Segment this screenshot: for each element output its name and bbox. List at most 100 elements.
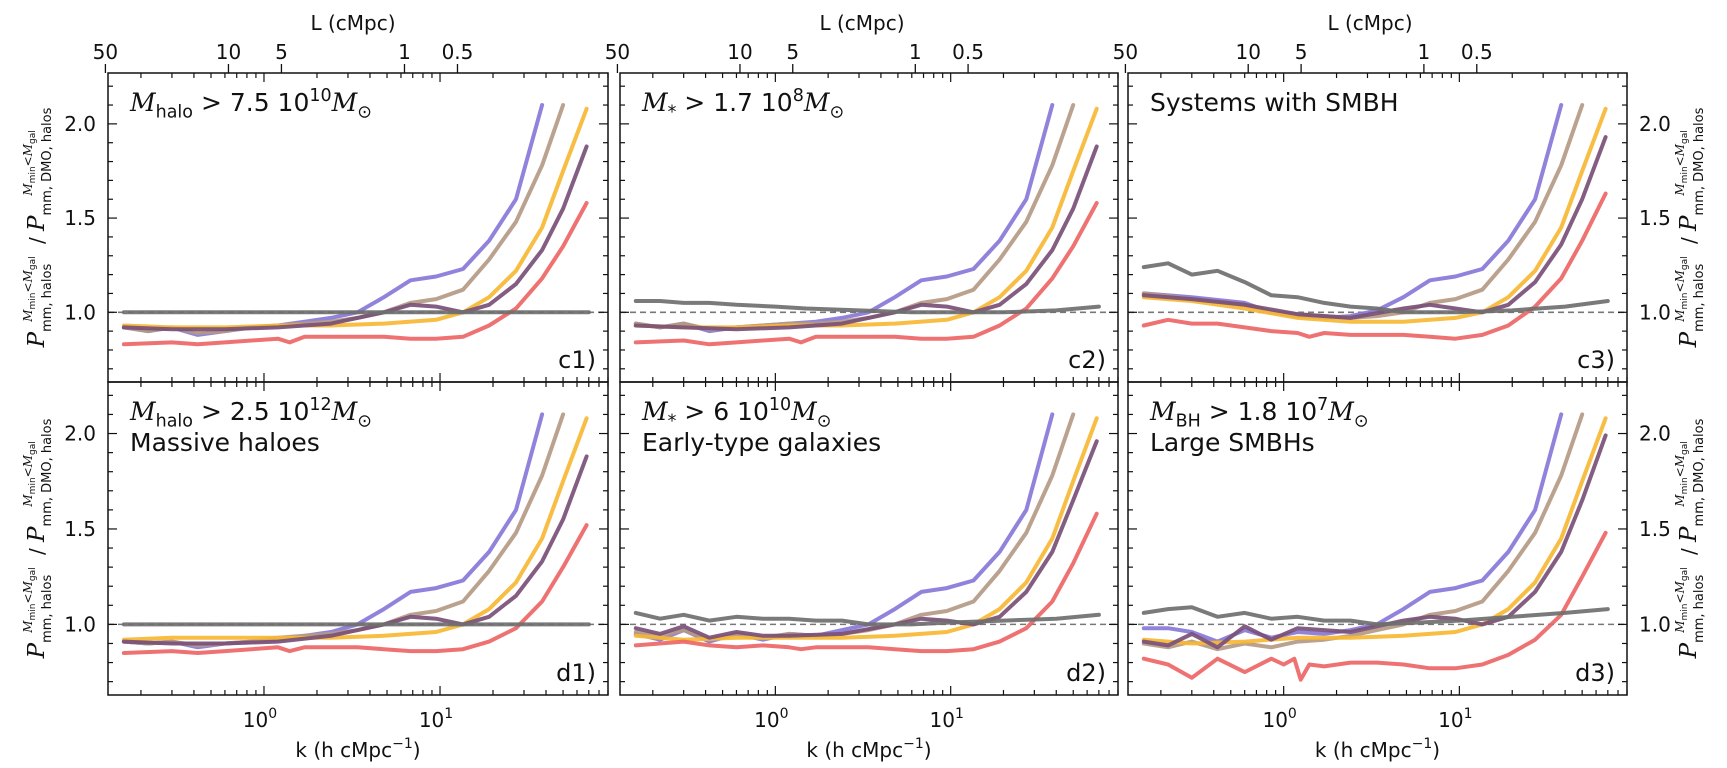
y-tick-label: 1.0 bbox=[64, 300, 96, 324]
panel-frame bbox=[619, 381, 1119, 696]
x-tick-label: 100 bbox=[754, 706, 788, 732]
series-line-2 bbox=[1141, 106, 1608, 324]
L-tick-label: 0.5 bbox=[952, 40, 984, 64]
panel-subtitle: Early-type galaxies bbox=[642, 428, 881, 457]
y-tick-label-right: 1.5 bbox=[1639, 206, 1671, 230]
L-tick-label: 1 bbox=[1418, 40, 1431, 64]
y-axis-label-text: Pmm, halosMmin<Mgal / Pmm, DMO, halosMmi… bbox=[1673, 107, 1707, 348]
series-group bbox=[633, 412, 1101, 654]
series-line-1 bbox=[1141, 412, 1585, 652]
top-axis-label: L (cMpc) bbox=[1327, 11, 1412, 35]
y-axis-label-text: Pmm, halosMmin<Mgal / Pmm, DMO, halosMmi… bbox=[21, 418, 55, 659]
series-line-3 bbox=[633, 439, 1099, 640]
top-axis-label: L (cMpc) bbox=[819, 11, 904, 35]
y-axis-label-text: Pmm, halosMmin<Mgal / Pmm, DMO, halosMmi… bbox=[21, 107, 55, 348]
series-line-3 bbox=[1141, 135, 1608, 320]
series-group bbox=[1141, 103, 1610, 341]
panel-c1: 1.0 1.5 2.0 50 10 5 1 0.5 Mhalo > 7.5 1010M⊙ c1) bbox=[64, 40, 609, 383]
series-line-3 bbox=[121, 144, 589, 332]
series-line-2 bbox=[121, 416, 589, 642]
L-tick-label: 50 bbox=[605, 40, 630, 64]
y-tick-label: 2.0 bbox=[64, 422, 96, 446]
L-tick-label: 0.5 bbox=[1461, 40, 1493, 64]
y-tick-label: 1.0 bbox=[64, 612, 96, 636]
panel-label: d3) bbox=[1575, 659, 1615, 687]
top-axis-label: L (cMpc) bbox=[310, 11, 395, 35]
panel-title: MBH > 1.8 107M⊙ bbox=[1149, 395, 1369, 431]
panel-title: M* > 6 1010M⊙ bbox=[641, 395, 831, 431]
panel-frame bbox=[1127, 381, 1628, 696]
y-tick-label-right: 1.0 bbox=[1639, 612, 1671, 636]
series-line-4 bbox=[633, 511, 1099, 654]
series-line-0 bbox=[1141, 103, 1564, 320]
L-tick-label: 10 bbox=[1235, 40, 1260, 64]
panel-label: c2) bbox=[1068, 346, 1106, 374]
x-tick-label: 100 bbox=[243, 706, 277, 732]
L-tick-label: 1 bbox=[909, 40, 922, 64]
y-tick-label-right: 1.0 bbox=[1639, 300, 1671, 324]
y-tick-label-right: 1.5 bbox=[1639, 517, 1671, 541]
panel-label: d1) bbox=[556, 659, 596, 687]
series-line-3 bbox=[1141, 433, 1608, 650]
panel-title: Systems with SMBH bbox=[1150, 88, 1399, 117]
y-tick-label: 2.0 bbox=[64, 112, 96, 136]
series-line-1 bbox=[1141, 103, 1585, 320]
series-line-5 bbox=[633, 610, 1101, 627]
y-axis-label: Pmm, halosMmin<Mgal / Pmm, DMO, halosMmi… bbox=[1673, 107, 1707, 348]
series-group bbox=[1141, 412, 1610, 682]
series-line-0 bbox=[633, 103, 1055, 334]
series-line-5 bbox=[1141, 605, 1610, 627]
series-line-4 bbox=[633, 201, 1099, 347]
panel-subtitle: Massive haloes bbox=[130, 428, 320, 457]
series-line-5 bbox=[633, 299, 1101, 315]
panel-d2: 100 101 M* > 6 1010M⊙Early-type galaxies d2… bbox=[619, 381, 1119, 732]
y-tick-label: 1.5 bbox=[64, 206, 96, 230]
panel-title: Mhalo > 2.5 1012M⊙ bbox=[129, 395, 372, 431]
series-line-3 bbox=[121, 454, 589, 646]
panel-frame bbox=[107, 381, 609, 696]
series-line-3 bbox=[633, 144, 1099, 332]
y-axis-label: Pmm, halosMmin<Mgal / Pmm, DMO, halosMmi… bbox=[21, 107, 55, 348]
L-tick-label: 50 bbox=[1113, 40, 1138, 64]
L-tick-label: 5 bbox=[275, 40, 288, 64]
x-tick-label: 101 bbox=[419, 706, 453, 732]
series-group bbox=[121, 103, 591, 347]
panels: 1.0 1.5 2.0 50 10 5 1 0.5 Mhalo > 7.5 1010M⊙ c1) 5… bbox=[64, 40, 1671, 732]
series-line-4 bbox=[121, 523, 589, 655]
y-axis-label: Pmm, halosMmin<Mgal / Pmm, DMO, halosMmi… bbox=[21, 418, 55, 659]
panel-label: d2) bbox=[1066, 659, 1106, 687]
series-line-0 bbox=[121, 103, 545, 337]
panel-d1: 1.0 1.5 2.0 100 101 Mhalo > 2.5 1012M⊙Massive… bbox=[64, 381, 609, 732]
L-tick-label: 10 bbox=[216, 40, 241, 64]
x-tick-label: 101 bbox=[930, 706, 964, 732]
bottom-axis-label: k (h cMpc−1) bbox=[1315, 736, 1440, 762]
L-tick-label: 10 bbox=[727, 40, 752, 64]
panel-d3: 1.0 1.5 2.0 100 101 MBH > 1.8 107M⊙Large SMBH… bbox=[1127, 381, 1671, 732]
panel-subtitle: Large SMBHs bbox=[1150, 428, 1315, 457]
x-tick-label: 101 bbox=[1438, 706, 1472, 732]
y-tick-label-right: 2.0 bbox=[1639, 112, 1671, 136]
y-tick-label: 1.5 bbox=[64, 517, 96, 541]
series-line-4 bbox=[121, 201, 589, 347]
series-line-5 bbox=[1141, 261, 1610, 315]
panel-title: Mhalo > 7.5 1010M⊙ bbox=[129, 86, 372, 122]
L-tick-label: 5 bbox=[1295, 40, 1308, 64]
x-tick-label: 100 bbox=[1262, 706, 1296, 732]
L-tick-label: 0.5 bbox=[442, 40, 474, 64]
panel-c2: 50 10 5 1 0.5 M* > 1.7 108M⊙ c2) bbox=[605, 40, 1119, 383]
series-line-2 bbox=[633, 416, 1099, 642]
L-tick-label: 1 bbox=[398, 40, 411, 64]
bottom-axis-labels: k (h cMpc−1) k (h cMpc−1) k (h cMpc−1) bbox=[295, 736, 1440, 762]
y-axis-labels: Pmm, halosMmin<Mgal / Pmm, DMO, halosMmi… bbox=[21, 107, 1707, 659]
series-group bbox=[121, 412, 591, 655]
panel-label: c3) bbox=[1577, 346, 1615, 374]
series-line-4 bbox=[1141, 530, 1608, 682]
y-axis-label: Pmm, halosMmin<Mgal / Pmm, DMO, halosMmi… bbox=[1673, 418, 1707, 659]
L-tick-label: 50 bbox=[93, 40, 118, 64]
panel-c3: 1.0 1.5 2.0 50 10 5 1 0.5 Systems with SMBH c3) bbox=[1113, 40, 1671, 383]
top-axis-labels: L (cMpc) L (cMpc) L (cMpc) bbox=[310, 11, 1412, 35]
L-tick-label: 5 bbox=[786, 40, 799, 64]
y-axis-label-text: Pmm, halosMmin<Mgal / Pmm, DMO, halosMmi… bbox=[1673, 418, 1707, 659]
bottom-axis-label: k (h cMpc−1) bbox=[295, 736, 420, 762]
